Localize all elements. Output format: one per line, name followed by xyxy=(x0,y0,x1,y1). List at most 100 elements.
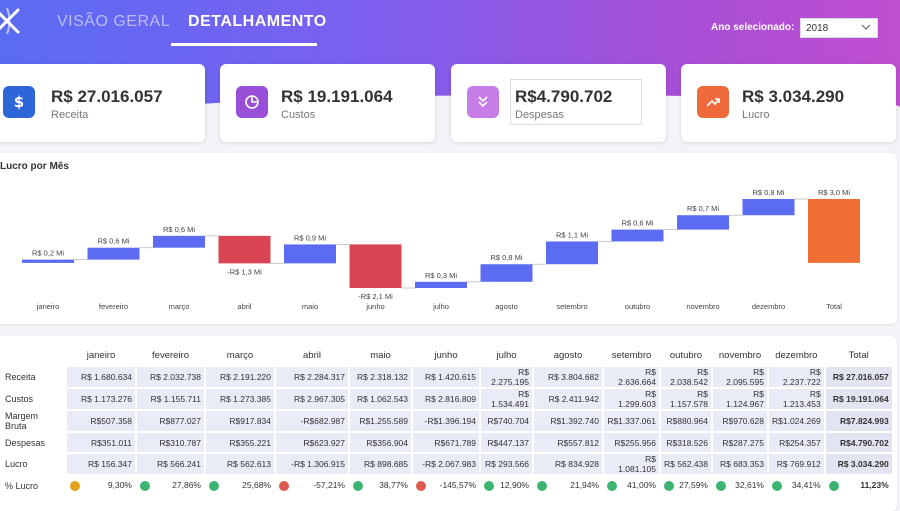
waterfall-bar[interactable] xyxy=(677,215,729,230)
pct-cell: 27,86% xyxy=(137,476,204,495)
table-cell: R$877.027 xyxy=(137,411,204,431)
table-cell: R$917.834 xyxy=(206,411,274,431)
category-label: novembro xyxy=(686,302,719,311)
pct-value: 34,41% xyxy=(791,480,821,490)
total-cell: R$ 3.034.290 xyxy=(825,454,892,474)
status-dot-icon xyxy=(140,481,150,491)
pct-value: 21,94% xyxy=(570,480,599,490)
table-cell: R$ 562.438 xyxy=(661,454,711,474)
tab-detalhamento[interactable]: DETALHAMENTO xyxy=(188,13,327,30)
status-dot-icon xyxy=(772,481,782,491)
column-header[interactable]: fevereiro xyxy=(152,349,189,361)
financial-matrix: janeiro fevereiro março abril maio junho julho… xyxy=(0,343,894,497)
waterfall-bar[interactable] xyxy=(218,235,271,264)
table-cell: R$ 2.318.132 xyxy=(350,367,411,387)
waterfall-chart: R$ 0,2 Mi janeiro R$ 0,6 Mi fevereiro R$ 0,6… xyxy=(22,188,860,311)
waterfall-bar[interactable] xyxy=(808,199,860,263)
table-cell: R$351.011 xyxy=(67,433,135,452)
pct-cell: 32,61% xyxy=(713,476,767,495)
category-label: junho xyxy=(365,302,384,311)
table-cell: -R$ 1.306.915 xyxy=(276,454,348,474)
chevron-down-icon xyxy=(861,24,871,30)
table-cell: R$ 2.237.722 xyxy=(769,367,824,387)
data-label: R$ 1,1 Mi xyxy=(556,230,588,239)
data-label: R$ 0,9 Mi xyxy=(294,233,326,242)
waterfall-bar[interactable] xyxy=(349,244,402,288)
app-logo-icon xyxy=(0,7,20,35)
pct-cell: 41,00% xyxy=(604,476,659,495)
column-header[interactable]: maio xyxy=(370,349,391,361)
tab-visao-geral[interactable]: VISÃO GERAL xyxy=(57,13,171,30)
table-cell: R$ 3.804.682 xyxy=(534,367,602,387)
waterfall-bar[interactable] xyxy=(153,235,205,248)
table-row-pct-lucro: % Lucro 9,30% 27,86% 25,68% -57,21% 38,77% -14… xyxy=(2,476,892,495)
pct-cell: -145,57% xyxy=(413,476,479,495)
waterfall-bar[interactable] xyxy=(546,241,598,265)
waterfall-bar[interactable] xyxy=(87,247,140,260)
table-cell: R$970.628 xyxy=(713,411,767,431)
waterfall-bar[interactable] xyxy=(22,259,74,263)
category-label: outubro xyxy=(625,302,650,311)
table-cell: R$ 1.273.385 xyxy=(206,389,274,409)
table-cell: R$287.275 xyxy=(713,433,767,452)
column-header[interactable]: julho xyxy=(496,349,517,361)
table-cell: R$ 1.062.543 xyxy=(350,389,411,409)
column-header[interactable]: janeiro xyxy=(86,349,116,361)
waterfall-bar[interactable] xyxy=(284,244,336,264)
table-cell: R$671.789 xyxy=(413,433,479,452)
column-header[interactable]: junho xyxy=(434,349,458,361)
data-label: R$ 0,6 Mi xyxy=(163,225,195,234)
waterfall-bar[interactable] xyxy=(611,229,664,242)
table-cell: R$355.221 xyxy=(206,433,274,452)
table-cell: R$ 1.213.453 xyxy=(769,389,824,409)
row-label: Receita xyxy=(5,372,36,382)
waterfall-bar[interactable] xyxy=(415,281,467,288)
column-header[interactable]: março xyxy=(226,349,254,361)
waterfall-bar[interactable] xyxy=(480,264,533,282)
category-label: fevereiro xyxy=(99,302,128,311)
waterfall-bar[interactable] xyxy=(742,199,795,216)
category-label: maio xyxy=(302,302,318,311)
table-row: Lucro R$ 156.347 R$ 566.241 R$ 562.613 -R$ 1… xyxy=(2,454,892,474)
kpi-label-lucro: Lucro xyxy=(742,109,770,121)
column-header[interactable]: novembro xyxy=(718,349,762,361)
row-label: Margem Bruta xyxy=(5,411,39,431)
table-cell: R$ 566.241 xyxy=(137,454,204,474)
column-header[interactable]: setembro xyxy=(611,349,652,361)
table-cell: R$ 2.967.305 xyxy=(276,389,348,409)
data-label: R$ 0,8 Mi xyxy=(752,188,784,197)
status-dot-icon xyxy=(209,481,219,491)
column-header[interactable]: abril xyxy=(303,349,321,361)
table-cell: R$ 834.928 xyxy=(534,454,602,474)
pct-value: 11,23% xyxy=(860,480,889,490)
column-header[interactable]: outubro xyxy=(669,349,703,361)
column-header[interactable]: dezembro xyxy=(775,349,818,361)
column-header[interactable]: agosto xyxy=(553,349,583,361)
table-cell: R$ 2.636.664 xyxy=(604,367,659,387)
pct-value: 41,00% xyxy=(627,480,656,490)
data-label: R$ 0,2 Mi xyxy=(32,249,64,258)
year-dropdown[interactable]: 2018 xyxy=(800,18,878,38)
data-label: -R$ 1,3 Mi xyxy=(227,267,262,276)
pct-cell: 21,94% xyxy=(534,476,602,495)
table-cell: R$1.255.589 xyxy=(350,411,411,431)
table-cell: R$ 1.081.105 xyxy=(604,454,659,474)
table-cell: R$ 1.299.603 xyxy=(604,389,659,409)
table-cell: R$ 2.275.195 xyxy=(481,367,532,387)
table-cell: R$1.337.061 xyxy=(604,411,659,431)
kpi-value-despesas: R$4.790.702 xyxy=(515,87,613,106)
kpi-label-receita: Receita xyxy=(51,109,89,121)
table-cell: R$ 562.613 xyxy=(206,454,274,474)
status-dot-icon xyxy=(416,481,426,491)
pct-cell: 38,77% xyxy=(350,476,411,495)
dollar-icon: $ xyxy=(3,86,35,118)
row-label: Custos xyxy=(5,394,34,404)
table-cell: R$ 683.353 xyxy=(713,454,767,474)
table-cell: -R$1.396.194 xyxy=(413,411,479,431)
table-cell: R$ 2.032.738 xyxy=(137,367,204,387)
pct-value: 38,77% xyxy=(379,480,408,490)
status-dot-icon xyxy=(484,481,494,491)
pct-value: 32,61% xyxy=(735,480,764,490)
column-header[interactable]: Total xyxy=(848,349,869,361)
status-dot-icon xyxy=(716,481,726,491)
